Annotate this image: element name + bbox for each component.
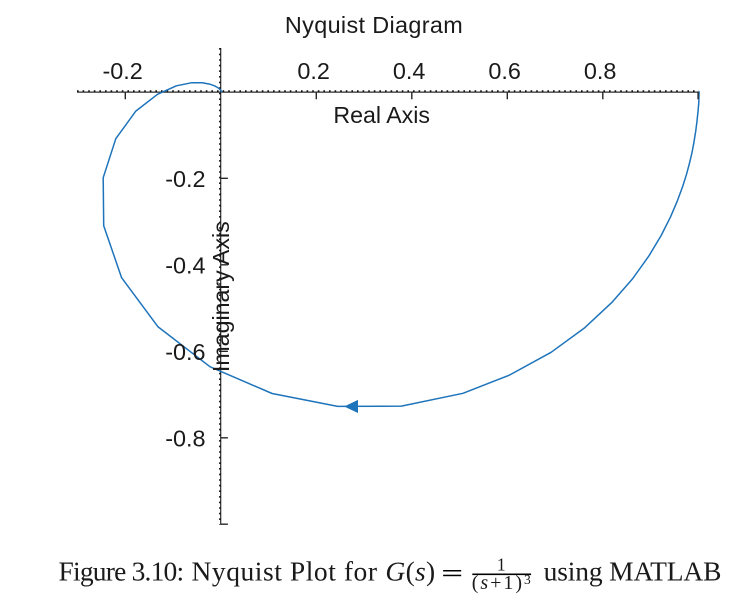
svg-text:0.8: 0.8 xyxy=(584,58,617,84)
svg-text:G(s): G(s) xyxy=(385,555,435,586)
svg-text:0.6: 0.6 xyxy=(488,58,521,84)
svg-text:3: 3 xyxy=(524,572,531,587)
svg-text:Nyquist Plot for: Nyquist Plot for xyxy=(192,555,378,586)
svg-text:(s+1): (s+1) xyxy=(472,572,524,594)
svg-text:1: 1 xyxy=(497,554,506,574)
svg-text:using MATLAB: using MATLAB xyxy=(544,555,722,586)
svg-text:0.2: 0.2 xyxy=(297,58,330,84)
svg-text:-0.2: -0.2 xyxy=(102,58,142,84)
svg-text:Real Axis: Real Axis xyxy=(333,102,430,128)
svg-text:-0.4: -0.4 xyxy=(165,252,205,278)
svg-text:0.4: 0.4 xyxy=(393,58,426,84)
svg-text:Figure 3.10:: Figure 3.10: xyxy=(59,555,184,586)
svg-text:Imaginary Axis: Imaginary Axis xyxy=(208,221,234,372)
svg-text:-0.8: -0.8 xyxy=(165,425,205,451)
svg-text:-0.6: -0.6 xyxy=(165,339,205,365)
svg-text:-0.2: -0.2 xyxy=(165,166,205,192)
svg-text:Nyquist Diagram: Nyquist Diagram xyxy=(285,12,463,38)
